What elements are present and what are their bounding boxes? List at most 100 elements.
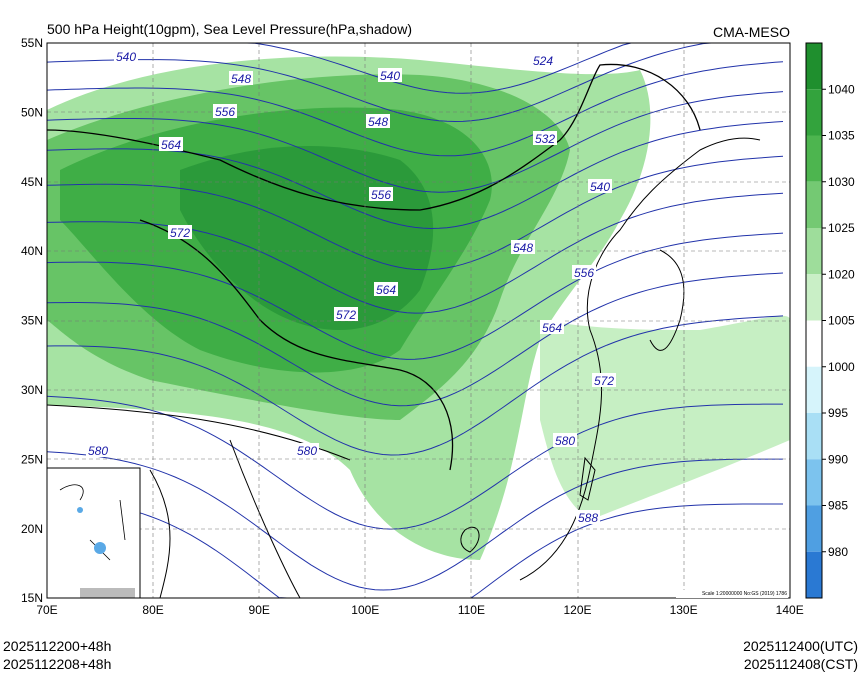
colorbar-segment	[806, 274, 822, 321]
contour-label-bg	[369, 187, 393, 201]
scale-box	[676, 590, 788, 598]
init-cst: 2025112208+48h	[3, 656, 112, 672]
contour-label-bg	[531, 53, 555, 67]
contour-line	[46, 155, 784, 271]
lon-label: 100E	[351, 603, 379, 617]
colorbar-segment	[806, 320, 822, 367]
contour-label: 548	[231, 72, 251, 86]
contour-label-bg	[511, 240, 535, 254]
contour-label-bg	[229, 71, 253, 85]
scale-note: Scale 1:20000000 No:GS (2019) 1786	[702, 591, 787, 597]
contour-label: 564	[542, 321, 562, 335]
colorbar-segment	[806, 551, 822, 598]
lon-label: 70E	[36, 603, 57, 617]
contour-label-bg	[374, 282, 398, 296]
map: 500 hPa Height(10gpm), Sea Level Pressur…	[21, 21, 855, 617]
contour-line	[46, 395, 783, 530]
lat-label: 45N	[21, 175, 43, 189]
contour-label-bg	[576, 510, 600, 524]
contour-label-bg	[168, 225, 192, 239]
boundaries	[46, 63, 701, 471]
contour-label: 564	[376, 283, 396, 297]
contour-line	[46, 315, 784, 456]
lat-label: 35N	[21, 314, 43, 328]
colorbar-label: 980	[828, 545, 848, 559]
colorbar-label: 1040	[828, 82, 855, 96]
contour-label: 540	[380, 69, 400, 83]
colorbar-label: 995	[828, 406, 848, 420]
contour-label: 556	[371, 188, 391, 202]
contour-line	[46, 42, 783, 123]
colorbar-segment	[806, 89, 822, 136]
colorbar-label: 985	[828, 499, 848, 513]
contour-label-bg	[533, 131, 557, 145]
colorbar-segment	[806, 505, 822, 552]
contour-line	[46, 61, 784, 157]
contour-label-bg	[378, 68, 402, 82]
colorbar-label: 1035	[828, 129, 855, 143]
colorbar-label: 990	[828, 452, 848, 466]
lon-label: 130E	[670, 603, 698, 617]
colorbar-segment	[806, 413, 822, 460]
lat-label: 50N	[21, 105, 43, 119]
lon-label: 90E	[249, 603, 270, 617]
lat-label: 25N	[21, 452, 43, 466]
contour-label-bg	[572, 265, 596, 279]
contour-label: 580	[297, 444, 317, 458]
init-utc: 2025112200+48h	[3, 638, 112, 654]
contour-label: 540	[590, 180, 610, 194]
contour-label-bg	[86, 443, 110, 457]
contour-label: 524	[533, 54, 553, 68]
valid-cst: 2025112408(CST)	[743, 656, 858, 672]
colorbar-segment	[806, 135, 822, 182]
contour-line	[46, 272, 784, 407]
colorbar-segment	[806, 228, 822, 275]
contour-label-bg	[334, 307, 358, 321]
lat-label: 30N	[21, 383, 43, 397]
lon-label: 80E	[142, 603, 163, 617]
contour-line	[46, 451, 783, 591]
lat-label: 40N	[21, 244, 43, 258]
colorbar-segment	[806, 366, 822, 413]
colorbar-label: 1020	[828, 267, 855, 281]
contour-line	[46, 91, 784, 193]
lon-label: 140E	[776, 603, 804, 617]
inset-map	[46, 467, 141, 599]
lon-label: 120E	[563, 603, 591, 617]
colorbar: 1040 1035 1030 1025 1020 1005 1000 995 990 985 980	[805, 42, 855, 599]
contour-label: 548	[368, 115, 388, 129]
contour-label-bg	[159, 137, 183, 151]
contour-label: 580	[88, 444, 108, 458]
valid-utc: 2025112400(UTC)	[743, 638, 858, 654]
colorbar-label: 1025	[828, 221, 855, 235]
contour-label-bg	[588, 179, 612, 193]
contour-label-bg	[366, 114, 390, 128]
colorbar-segment	[806, 43, 822, 90]
contour-label: 548	[513, 241, 533, 255]
colorbar-label: 1000	[828, 360, 855, 374]
contour-label: 556	[215, 105, 235, 119]
contour-label: 564	[161, 138, 181, 152]
contour-label: 572	[170, 226, 190, 240]
title: 500 hPa Height(10gpm), Sea Level Pressur…	[47, 21, 412, 37]
lat-label: 55N	[21, 36, 43, 50]
contour-line	[46, 232, 784, 360]
colorbar-label: 1005	[828, 314, 855, 328]
contour-label-bg	[213, 104, 237, 118]
contour-label-bg	[540, 320, 564, 334]
map-frame	[46, 42, 791, 599]
contour-label: 588	[578, 511, 598, 525]
source: CMA-MESO	[713, 24, 790, 40]
contour-label-bg	[114, 49, 138, 63]
grid	[47, 43, 790, 598]
colorbar-segment	[806, 459, 822, 506]
colorbar-label: 1030	[828, 175, 855, 189]
contour-label: 572	[336, 308, 356, 322]
lon-label: 110E	[458, 603, 485, 617]
contour-label: 540	[116, 50, 136, 64]
contour-label: 572	[594, 374, 614, 388]
contour-label: 556	[574, 266, 594, 280]
lat-label: 15N	[21, 591, 43, 605]
